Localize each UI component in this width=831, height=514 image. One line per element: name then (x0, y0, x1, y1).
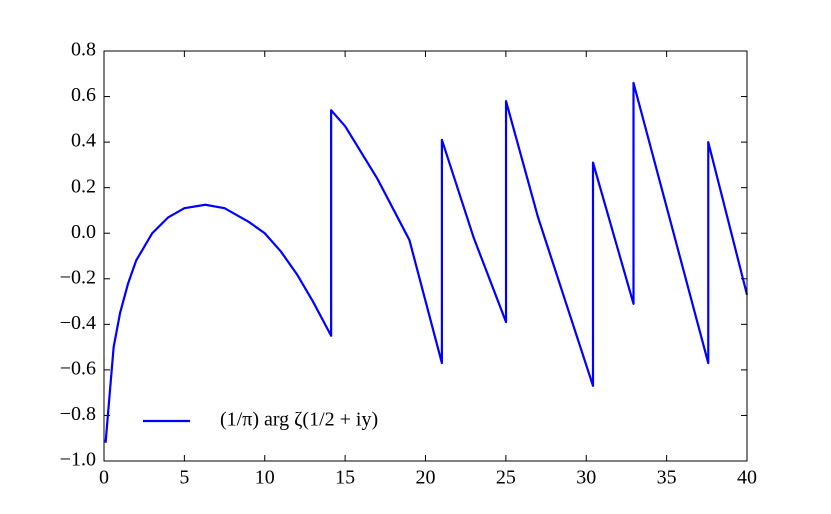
y-tick-label: −0.2 (60, 266, 96, 288)
y-tick-label: 0.2 (71, 175, 96, 197)
x-tick-label: 35 (657, 467, 677, 489)
y-tick-label: 0.0 (71, 221, 96, 243)
plot-frame (103, 50, 748, 462)
x-tick-label: 0 (99, 467, 109, 489)
y-tick-label: 0.4 (71, 130, 96, 152)
x-tick-label: 40 (737, 467, 757, 489)
x-tick-label: 15 (335, 467, 355, 489)
data-line (104, 81, 749, 443)
x-tick-label: 20 (416, 467, 436, 489)
legend-label: (1/π) arg ζ(1/2 + iy) (220, 409, 378, 431)
x-tick-label: 25 (496, 467, 516, 489)
x-tick-label: 30 (576, 467, 596, 489)
x-tick-label: 10 (255, 467, 275, 489)
y-tick-label: −0.4 (60, 312, 96, 334)
y-tick-label: 0.8 (71, 39, 96, 61)
y-tick-label: 0.6 (71, 84, 96, 106)
y-tick-label: −0.6 (60, 357, 96, 379)
x-tick-label: 5 (179, 467, 189, 489)
y-tick-label: −1.0 (60, 449, 96, 471)
y-tick-label: −0.8 (60, 403, 96, 425)
